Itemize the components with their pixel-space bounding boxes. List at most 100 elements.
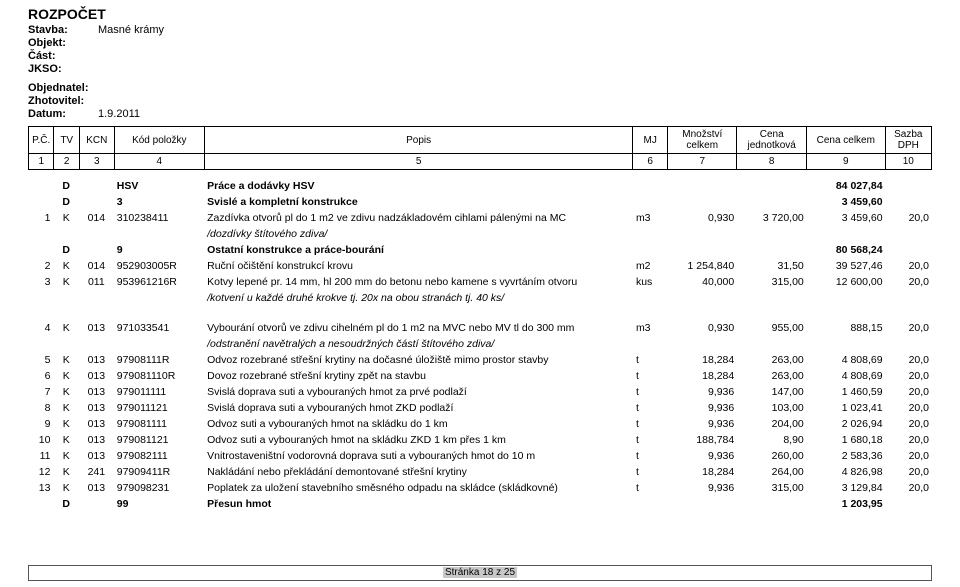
cell: 979082111 [114, 448, 204, 464]
cell [886, 226, 932, 242]
cell: 20,0 [886, 400, 932, 416]
doc-title: ROZPOČET [28, 6, 932, 22]
cell [114, 336, 204, 352]
section-row: D99Přesun hmot1 203,95 [28, 496, 932, 512]
table-row: 3K011953961216RKotvy lepené pr. 14 mm, h… [28, 274, 932, 290]
cell: K [53, 320, 78, 336]
cell: m3 [633, 210, 668, 226]
cell: K [53, 464, 78, 480]
cell [633, 496, 668, 512]
table-row: 9K013979081111Odvoz suti a vybouraných h… [28, 416, 932, 432]
meta-label: Zhotovitel: [28, 95, 98, 107]
cell: t [633, 416, 668, 432]
meta-label: Datum: [28, 108, 98, 120]
cell: Práce a dodávky HSV [204, 178, 633, 194]
cell [886, 178, 932, 194]
cell: t [633, 432, 668, 448]
cell: 9 [28, 416, 53, 432]
cell: 9,936 [668, 448, 738, 464]
cell [886, 336, 932, 352]
coln: 2 [54, 154, 79, 170]
cell [28, 226, 53, 242]
cell [28, 242, 53, 258]
cell: 147,00 [737, 384, 807, 400]
cell: 3 [28, 274, 53, 290]
cell: 310238411 [114, 210, 204, 226]
meta-datum: Datum: 1.9.2011 [28, 108, 932, 120]
cell: Odvoz suti a vybouraných hmot na skládku… [204, 432, 633, 448]
page-footer: Stránka 18 z 25 [28, 565, 932, 581]
meta-label: Objednatel: [28, 82, 98, 94]
meta-label: Část: [28, 50, 98, 62]
cell: 84 027,84 [807, 178, 886, 194]
cell: K [53, 384, 78, 400]
cell: t [633, 368, 668, 384]
cell: K [53, 432, 78, 448]
cell [668, 242, 738, 258]
cell: 97908111R [114, 352, 204, 368]
section-row: D9Ostatní konstrukce a práce-bourání80 5… [28, 242, 932, 258]
cell: 2 026,94 [807, 416, 886, 432]
cell: t [633, 448, 668, 464]
cell: 4 808,69 [807, 368, 886, 384]
cell: D [53, 242, 78, 258]
cell: 20,0 [886, 480, 932, 496]
cell: 953961216R [114, 274, 204, 290]
table-row: 13K013979098231Poplatek za uložení stave… [28, 480, 932, 496]
cell: 2 [28, 258, 53, 274]
cell [633, 336, 668, 352]
cell: 20,0 [886, 464, 932, 480]
cell: 888,15 [807, 320, 886, 336]
header-row-numbers: 1 2 3 4 5 6 7 8 9 10 [29, 154, 932, 170]
cell: 955,00 [737, 320, 807, 336]
col-mj: MJ [633, 127, 668, 154]
cell: 20,0 [886, 368, 932, 384]
cell: 20,0 [886, 416, 932, 432]
cell: 013 [79, 400, 114, 416]
cell: 204,00 [737, 416, 807, 432]
cell: 8 [28, 400, 53, 416]
coln: 4 [114, 154, 204, 170]
col-sd: Sazba DPH [885, 127, 931, 154]
cell: D [53, 178, 78, 194]
cell [668, 226, 738, 242]
cell [79, 336, 114, 352]
cell: /odstranění navětralých a nesoudržných č… [204, 336, 633, 352]
cell [737, 178, 807, 194]
cell: 263,00 [737, 368, 807, 384]
cell: 80 568,24 [807, 242, 886, 258]
body-table: DHSVPráce a dodávky HSV84 027,84D3Svislé… [28, 178, 932, 512]
budget-page: ROZPOČET Stavba: Masné krámy Objekt: Čás… [0, 0, 960, 587]
table-row: 12K24197909411RNakládání nebo překládání… [28, 464, 932, 480]
cell [79, 242, 114, 258]
cell: K [53, 258, 78, 274]
meta-label: JKSO: [28, 63, 98, 75]
coln: 10 [885, 154, 931, 170]
cell [737, 242, 807, 258]
cell: 013 [79, 368, 114, 384]
cell [807, 226, 886, 242]
cell: 20,0 [886, 432, 932, 448]
section-row: D3Svislé a kompletní konstrukce3 459,60 [28, 194, 932, 210]
cell [79, 194, 114, 210]
cell: 1 [28, 210, 53, 226]
meta-objekt: Objekt: [28, 37, 932, 49]
cell: m3 [633, 320, 668, 336]
cell: 979011121 [114, 400, 204, 416]
cell [668, 194, 738, 210]
cell: K [53, 480, 78, 496]
cell: Nakládání nebo překládání demontované st… [204, 464, 633, 480]
cell: kus [633, 274, 668, 290]
cell: 013 [79, 416, 114, 432]
cell: K [53, 400, 78, 416]
cell [79, 290, 114, 306]
cell: 4 [28, 320, 53, 336]
cell: 10 [28, 432, 53, 448]
cell: 3 [114, 194, 204, 210]
cell: t [633, 464, 668, 480]
cell: 5 [28, 352, 53, 368]
cell: 013 [79, 384, 114, 400]
table-row: 5K01397908111ROdvoz rozebrané střešní kr… [28, 352, 932, 368]
cell: t [633, 480, 668, 496]
cell: t [633, 352, 668, 368]
